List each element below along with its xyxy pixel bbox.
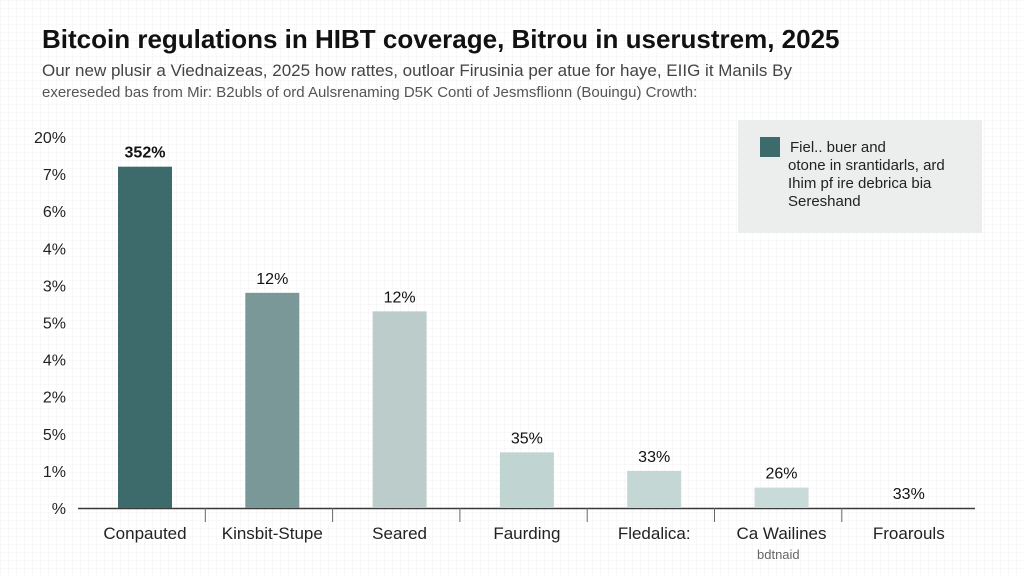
data-label: 33% [893, 486, 925, 503]
x-tick-label: Ca Wailines [736, 524, 826, 543]
data-label: 12% [256, 271, 288, 288]
chart-subtitle: Our new plusir a Viednaizeas, 2025 how r… [42, 61, 792, 80]
y-tick-label: 4% [43, 241, 66, 258]
data-label: 35% [511, 430, 543, 447]
y-tick-label: 5% [43, 427, 66, 444]
bar [754, 487, 809, 508]
legend-swatch [760, 137, 780, 157]
legend: Fiel.. buer and otone in srantidarls, ar… [738, 120, 982, 233]
legend-text: Fiel.. buer and otone in srantidarls, ar… [788, 139, 945, 211]
chart-subtitle-secondary: exereseded bas from Mir: B2ubls of ord A… [42, 84, 698, 101]
y-tick-label: 1% [43, 464, 66, 481]
legend-line-1: Fiel.. buer and [790, 139, 886, 156]
data-label: 26% [765, 466, 797, 483]
bar [627, 470, 682, 508]
y-tick-label: 3% [43, 278, 66, 295]
y-tick-label: 7% [43, 167, 66, 184]
y-tick-label: % [52, 501, 66, 518]
x-tick-label: Conpauted [103, 524, 186, 543]
y-tick-label: 20% [34, 130, 66, 147]
bar [245, 292, 300, 508]
data-label: 352% [125, 145, 166, 162]
legend-line-3: Ihim pf ire debrica bia [788, 175, 932, 192]
y-tick-label: 5% [43, 316, 66, 333]
x-tick-label: Fledalica: [618, 524, 691, 543]
chart-title: Bitcoin regulations in HIBT coverage, Bi… [42, 24, 840, 54]
data-label: 33% [638, 449, 670, 466]
x-tick-label: Faurding [493, 524, 560, 543]
bar [499, 452, 554, 508]
bar [372, 311, 427, 508]
legend-line-4: Sereshand [788, 193, 861, 210]
bar [118, 166, 172, 508]
y-tick-label: 2% [43, 390, 66, 407]
legend-line-2: otone in srantidarls, ard [788, 157, 945, 174]
data-label: 12% [384, 289, 416, 306]
x-tick-label: Froarouls [873, 524, 945, 543]
footnote: bdtnaid [757, 547, 800, 562]
x-tick-label: Kinsbit-Stupe [222, 524, 323, 543]
x-tick-label: Seared [372, 524, 427, 543]
y-tick-label: 4% [43, 353, 66, 370]
y-tick-label: 6% [43, 204, 66, 221]
